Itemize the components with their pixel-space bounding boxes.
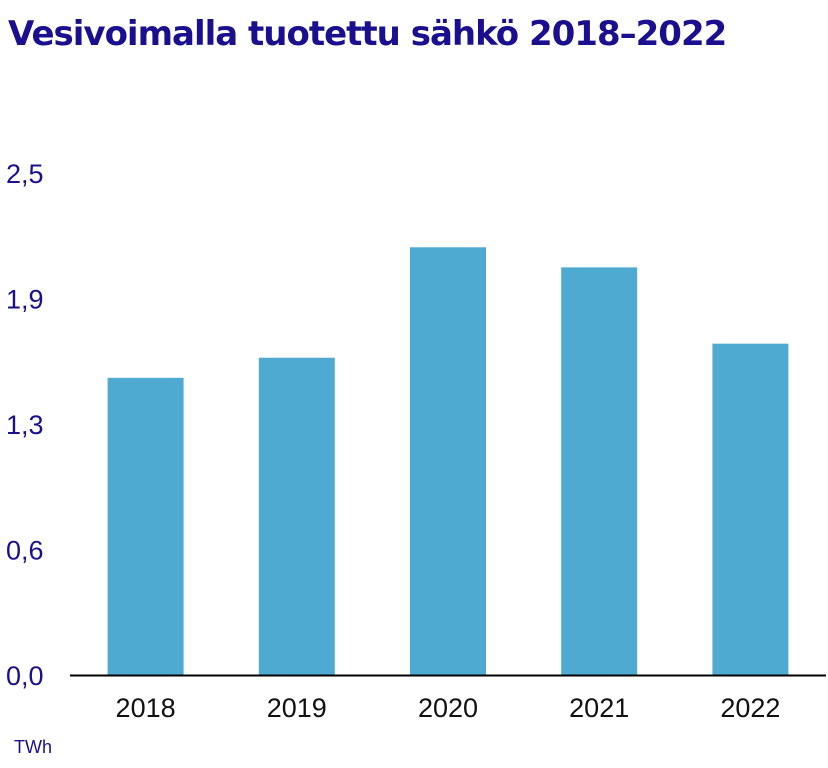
bar-2022 [712, 343, 789, 675]
y-tick-label: 1,9 [6, 285, 44, 315]
x-tick-label-2020: 2020 [418, 693, 478, 723]
x-tick-label-2022: 2022 [720, 693, 780, 723]
bar-2020 [410, 247, 486, 675]
unit-label: TWh [14, 737, 52, 757]
y-tick-label: 1,3 [6, 410, 44, 440]
chart-title: Vesivoimalla tuotettu sähkö 2018–2022 [8, 14, 727, 54]
x-tick-label-2019: 2019 [267, 693, 327, 723]
y-axis-ticks: 0,0 0,6 1,3 1,9 2,5 [6, 159, 44, 691]
bars [107, 247, 789, 675]
bar-2018 [107, 377, 184, 675]
y-tick-label: 2,5 [6, 159, 44, 189]
x-axis-ticks: 2018 2019 2020 2021 2022 [116, 693, 781, 723]
bar-2019 [258, 357, 335, 675]
x-tick-label-2018: 2018 [116, 693, 176, 723]
y-tick-label: 0,0 [6, 661, 44, 691]
y-tick-label: 0,6 [6, 536, 44, 566]
bar-2021 [561, 267, 638, 675]
x-tick-label-2021: 2021 [569, 693, 629, 723]
